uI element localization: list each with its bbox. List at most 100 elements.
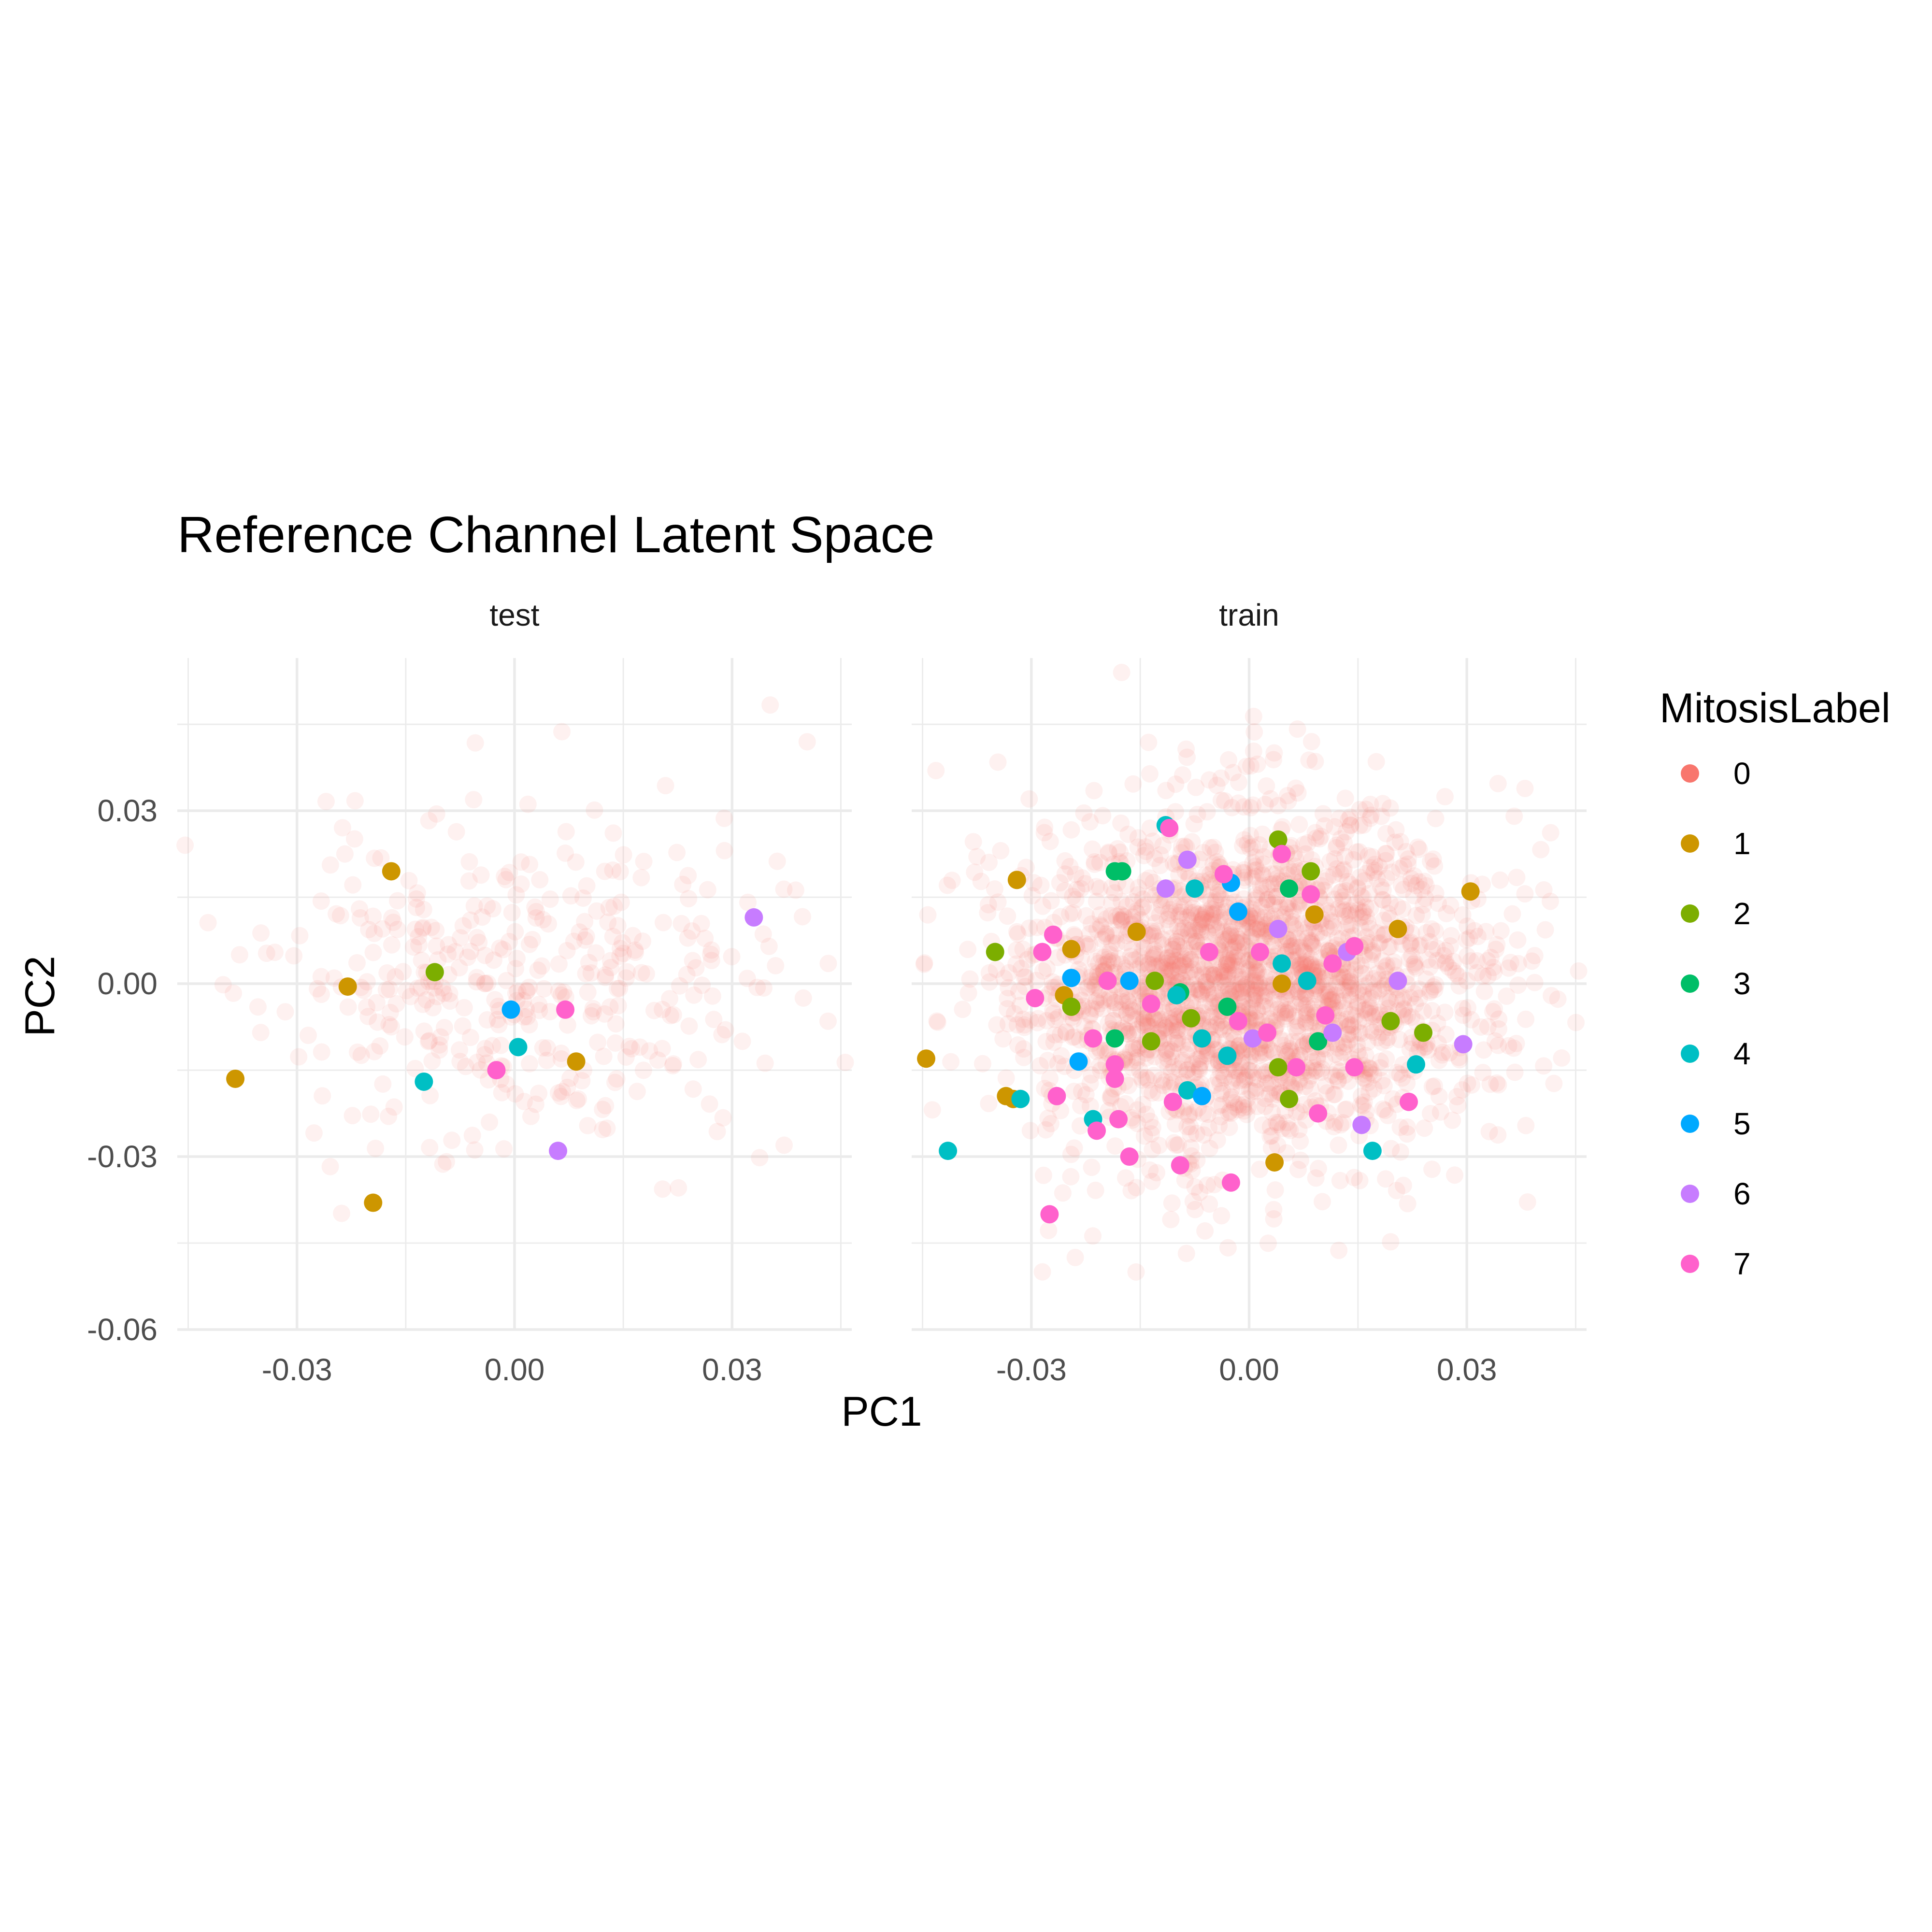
point-label-0 <box>465 791 483 809</box>
point-label-0 <box>989 753 1007 771</box>
point-label-0 <box>1248 962 1266 980</box>
point-label-0 <box>1319 977 1337 995</box>
point-label-0 <box>1007 955 1025 973</box>
point-label-0 <box>1021 1011 1039 1029</box>
point-label-0 <box>1118 992 1136 1010</box>
point-label-0 <box>1149 932 1167 950</box>
point-label-0 <box>1295 835 1313 853</box>
point-label-0 <box>1450 1051 1468 1069</box>
point-label-0 <box>634 932 652 950</box>
point-label-0 <box>671 977 688 995</box>
point-label-0 <box>1269 1001 1287 1018</box>
point-label-0 <box>1256 969 1274 987</box>
point-label-0 <box>1312 1063 1330 1081</box>
point-label-0 <box>1289 1032 1307 1050</box>
point-label-0 <box>708 1123 726 1141</box>
point-label-0 <box>1159 911 1176 929</box>
point-label-0 <box>1135 1009 1153 1027</box>
point-label-0 <box>1105 994 1123 1012</box>
point-label-0 <box>1351 817 1369 835</box>
point-label-0 <box>1518 1193 1536 1211</box>
point-label-0 <box>1256 1089 1274 1107</box>
point-label-0 <box>1371 933 1389 951</box>
point-label-0 <box>1125 893 1143 911</box>
point-label-0 <box>1235 992 1253 1010</box>
point-label-0 <box>1209 883 1227 901</box>
point-label-0 <box>684 1080 702 1098</box>
point-label-0 <box>1364 1007 1382 1025</box>
point-label-0 <box>1359 1033 1376 1051</box>
point-label-0 <box>1240 961 1258 979</box>
point-label-0 <box>421 1087 439 1104</box>
point-label-0 <box>1157 1018 1175 1036</box>
point-label-0 <box>1235 831 1253 849</box>
point-label-0 <box>1177 1045 1195 1063</box>
point-label-0 <box>1271 899 1289 916</box>
point-label-0 <box>305 1124 323 1142</box>
legend-key <box>1681 974 1699 993</box>
point-label-0 <box>441 992 459 1010</box>
point-label-0 <box>1161 917 1179 935</box>
point-label-0 <box>1410 937 1428 955</box>
point-label-0 <box>1427 810 1445 828</box>
point-label-0 <box>1230 984 1248 1002</box>
point-label-0 <box>1423 1002 1441 1019</box>
point-label-0 <box>1192 986 1210 1003</box>
point-label-0 <box>414 920 431 938</box>
point-label-0 <box>1306 1062 1324 1080</box>
point-label-0 <box>664 1057 682 1074</box>
point-label-0 <box>1321 853 1339 871</box>
point-label-0 <box>1351 909 1369 927</box>
y-tick-label: -0.03 <box>87 1139 157 1174</box>
point-label-0 <box>434 1155 452 1173</box>
point-label-0 <box>1164 940 1182 958</box>
point-label-1 <box>1062 940 1081 959</box>
point-label-0 <box>1226 1069 1244 1087</box>
point-label-0 <box>1372 1052 1389 1070</box>
point-label-0 <box>1158 1042 1175 1059</box>
point-label-0 <box>1154 936 1172 954</box>
point-label-0 <box>1378 993 1396 1011</box>
point-label-6 <box>1269 919 1288 938</box>
point-label-0 <box>1134 1014 1152 1032</box>
point-label-0 <box>1242 799 1259 816</box>
point-label-0 <box>1234 988 1252 1006</box>
point-label-0 <box>406 920 424 938</box>
point-label-0 <box>1366 1006 1384 1024</box>
point-label-0 <box>1276 1007 1294 1025</box>
point-label-0 <box>1302 932 1320 950</box>
point-label-0 <box>1252 986 1270 1004</box>
point-label-0 <box>1121 1000 1139 1018</box>
point-label-0 <box>1462 952 1480 970</box>
point-label-0 <box>1350 981 1368 999</box>
point-label-0 <box>1297 945 1315 963</box>
point-label-0 <box>410 928 428 945</box>
point-label-0 <box>1342 991 1360 1009</box>
point-label-0 <box>1338 1010 1356 1028</box>
point-label-0 <box>1423 941 1441 959</box>
point-label-0 <box>1188 956 1206 974</box>
point-label-0 <box>1342 902 1360 920</box>
point-label-0 <box>1354 987 1372 1004</box>
point-label-0 <box>1186 903 1203 921</box>
point-label-0 <box>1329 992 1347 1010</box>
point-label-0 <box>249 998 267 1016</box>
point-label-0 <box>1317 983 1335 1001</box>
point-label-0 <box>1165 1134 1183 1152</box>
point-label-0 <box>794 989 812 1007</box>
point-label-0 <box>1479 1018 1497 1036</box>
point-label-0 <box>1225 982 1243 1000</box>
point-label-0 <box>637 965 655 983</box>
point-label-0 <box>1123 940 1141 958</box>
point-label-0 <box>1167 1034 1185 1052</box>
point-label-0 <box>1248 861 1266 879</box>
point-label-0 <box>1211 1074 1229 1092</box>
point-label-0 <box>1362 1022 1380 1040</box>
point-label-0 <box>325 969 343 987</box>
panel-test: test-0.03 0.00 0.03 <box>176 598 854 1387</box>
point-label-0 <box>485 951 502 969</box>
point-label-0 <box>1319 988 1337 1006</box>
point-label-0 <box>1279 1120 1297 1138</box>
point-label-0 <box>997 1069 1015 1087</box>
